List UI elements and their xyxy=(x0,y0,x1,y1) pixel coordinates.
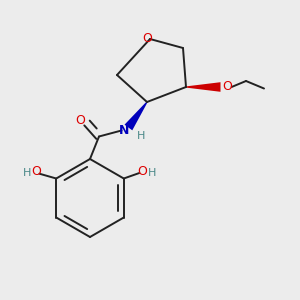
Text: O: O xyxy=(142,32,152,45)
Text: H: H xyxy=(137,130,145,141)
Text: H: H xyxy=(23,168,32,178)
Text: O: O xyxy=(76,114,85,127)
Text: O: O xyxy=(138,165,148,178)
Text: H: H xyxy=(148,167,156,178)
Text: O: O xyxy=(32,165,41,178)
Text: N: N xyxy=(119,124,130,137)
Polygon shape xyxy=(186,82,220,92)
Polygon shape xyxy=(124,102,148,130)
Text: O: O xyxy=(223,80,232,94)
